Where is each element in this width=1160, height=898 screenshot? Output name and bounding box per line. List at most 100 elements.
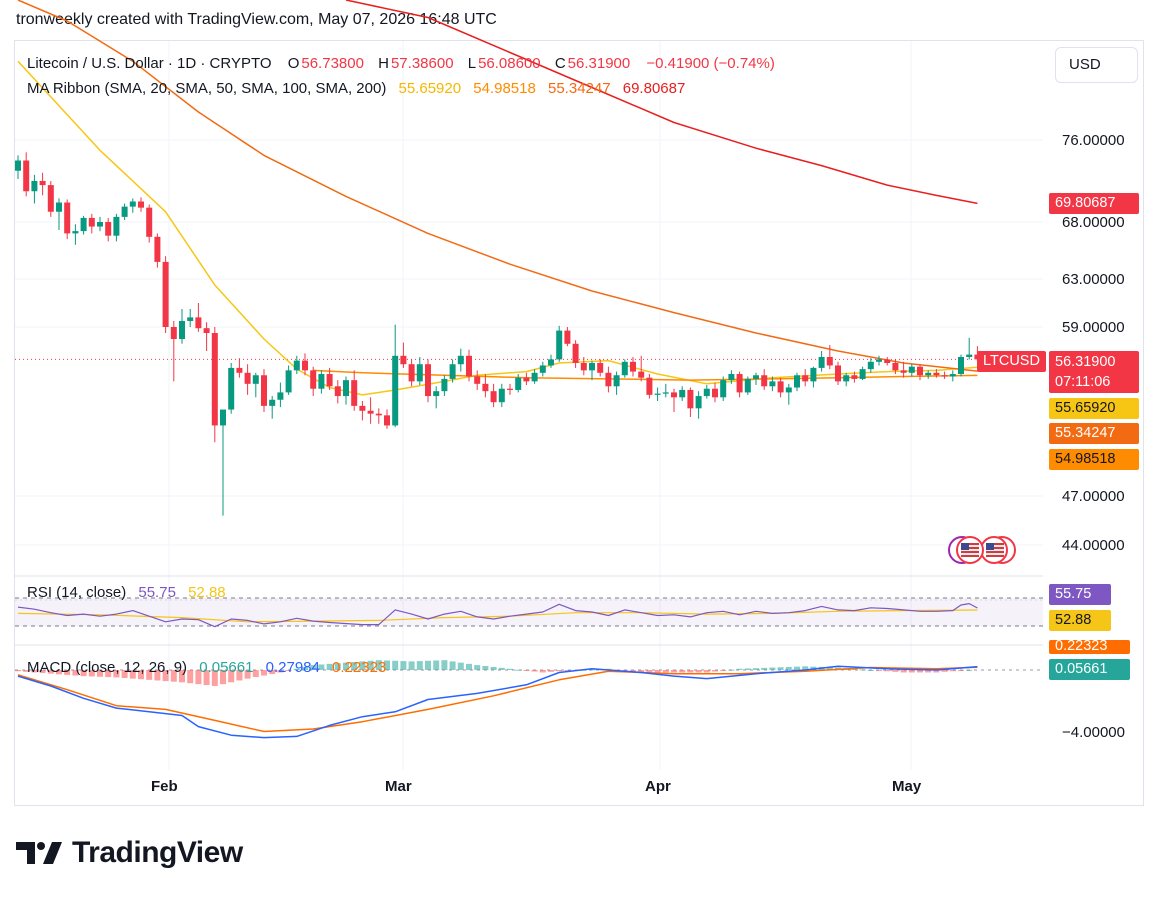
macd-histogram-bar bbox=[375, 660, 382, 670]
chart-frame[interactable] bbox=[14, 40, 1144, 806]
macd-histogram-bar bbox=[15, 670, 21, 672]
candle-body bbox=[572, 343, 579, 363]
macd-histogram-bar bbox=[367, 660, 374, 670]
macd-histogram-bar bbox=[433, 660, 440, 670]
macd-histogram-bar bbox=[703, 670, 710, 673]
macd-histogram-bar bbox=[736, 668, 743, 670]
rsi-legend: RSI (14, close) 55.75 52.88 bbox=[27, 584, 228, 601]
candle-body bbox=[359, 405, 366, 411]
macd-histogram-bar bbox=[900, 670, 907, 673]
rsi-label[interactable]: RSI (14, close) bbox=[27, 584, 127, 601]
macd-histogram-bar bbox=[654, 670, 661, 673]
macd-histogram-bar bbox=[326, 663, 333, 670]
candle-body bbox=[211, 333, 218, 426]
macd-histogram-bar bbox=[39, 670, 46, 674]
price-tick: 47.00000 bbox=[1062, 488, 1125, 505]
candle-body bbox=[646, 377, 653, 395]
candle-body bbox=[334, 386, 341, 397]
candle-body bbox=[810, 367, 817, 382]
candle-body bbox=[818, 357, 825, 368]
candle-body bbox=[146, 207, 153, 237]
tradingview-logo-text: TradingView bbox=[72, 836, 243, 869]
macd-histogram-bar bbox=[548, 670, 554, 672]
candle-body bbox=[802, 375, 809, 382]
macd-label[interactable]: MACD (close, 12, 26, 9) bbox=[27, 659, 188, 676]
tradingview-logo: TradingView bbox=[16, 836, 243, 870]
macd-histogram-bar bbox=[621, 670, 628, 671]
candle-body bbox=[605, 372, 612, 387]
macd-histogram-bar bbox=[859, 669, 866, 671]
price-tick: 63.00000 bbox=[1062, 271, 1125, 288]
macd-histogram-bar bbox=[261, 670, 267, 676]
candle-body bbox=[917, 366, 923, 376]
macd-histogram-bar bbox=[966, 669, 973, 671]
macd-histogram-bar bbox=[64, 670, 71, 675]
open-label: O bbox=[287, 55, 300, 72]
candle-body bbox=[187, 317, 194, 321]
candle-body bbox=[933, 372, 940, 376]
macd-histogram-bar bbox=[351, 662, 358, 670]
macd-histogram-bar bbox=[712, 670, 718, 672]
macd-histogram-bar bbox=[589, 669, 595, 671]
macd-histogram-bar bbox=[851, 668, 858, 670]
macd-tick: −4.00000 bbox=[1062, 724, 1125, 741]
symbol-name[interactable]: Litecoin / U.S. Dollar · 1D · CRYPTO bbox=[27, 55, 272, 72]
macd-histogram-bar bbox=[334, 663, 341, 670]
candle-body bbox=[531, 372, 538, 382]
macd-histogram-bar bbox=[162, 670, 169, 682]
candle-body bbox=[252, 375, 259, 384]
macd-histogram-bar bbox=[310, 665, 317, 670]
macd-histogram-bar bbox=[933, 670, 940, 673]
time-tick-mar: Mar bbox=[385, 778, 412, 795]
candle-body bbox=[498, 388, 505, 403]
candle-body bbox=[113, 216, 120, 236]
candle-body bbox=[892, 363, 899, 371]
macd-histogram-bar bbox=[490, 666, 497, 670]
price-tick: 76.00000 bbox=[1062, 132, 1125, 149]
macd-histogram-bar bbox=[892, 670, 899, 672]
sma200-line bbox=[345, 0, 978, 205]
sma100-price-label: 55.34247 bbox=[1049, 423, 1139, 444]
macd-histogram-bar bbox=[449, 661, 456, 670]
economic-events-icons[interactable] bbox=[946, 535, 1026, 567]
candle-body bbox=[277, 392, 284, 400]
rsi-line bbox=[17, 602, 978, 628]
candle-body bbox=[195, 317, 202, 329]
macd-hist-value: 0.05661 bbox=[199, 659, 254, 676]
candle-body bbox=[80, 217, 87, 232]
macd-histogram-bar bbox=[154, 670, 161, 681]
macd-histogram-bar bbox=[867, 670, 874, 671]
candle-body bbox=[703, 388, 710, 397]
macd-histogram-bar bbox=[802, 666, 809, 670]
macd-histogram-bar bbox=[777, 667, 784, 670]
price-tick: 44.00000 bbox=[1062, 537, 1125, 554]
macd-histogram-bar bbox=[556, 670, 563, 672]
candle-body bbox=[269, 399, 276, 406]
macd-histogram-bar bbox=[97, 670, 103, 677]
candle-body bbox=[31, 181, 38, 192]
candle-body bbox=[97, 222, 103, 227]
candle-body bbox=[720, 380, 727, 398]
time-tick-feb: Feb bbox=[151, 778, 178, 795]
macd-histogram-bar bbox=[146, 670, 153, 680]
ma-value-sma200: 69.80687 bbox=[622, 80, 686, 97]
candle-body bbox=[507, 388, 513, 390]
candle-body bbox=[121, 206, 128, 217]
macd-histogram-bar bbox=[252, 670, 259, 678]
macd-histogram-bar bbox=[457, 662, 464, 670]
macd-histogram-bar bbox=[47, 670, 54, 674]
macd-histogram-bar bbox=[466, 663, 472, 670]
candle-body bbox=[679, 389, 686, 398]
macd-histogram-bar bbox=[958, 670, 964, 671]
candle-body bbox=[302, 360, 308, 371]
ma-ribbon-label[interactable]: MA Ribbon (SMA, 20, SMA, 50, SMA, 100, S… bbox=[27, 80, 387, 97]
last-price-label: 56.31900 07:11:06 bbox=[1049, 351, 1139, 393]
candle-body bbox=[515, 377, 522, 390]
macd-histogram-bar bbox=[539, 670, 546, 673]
candle-body bbox=[876, 359, 882, 362]
candle-body bbox=[941, 375, 948, 377]
macd-histogram-bar bbox=[408, 661, 415, 670]
macd-histogram-bar bbox=[170, 670, 177, 682]
currency-button[interactable]: USD bbox=[1055, 47, 1138, 83]
